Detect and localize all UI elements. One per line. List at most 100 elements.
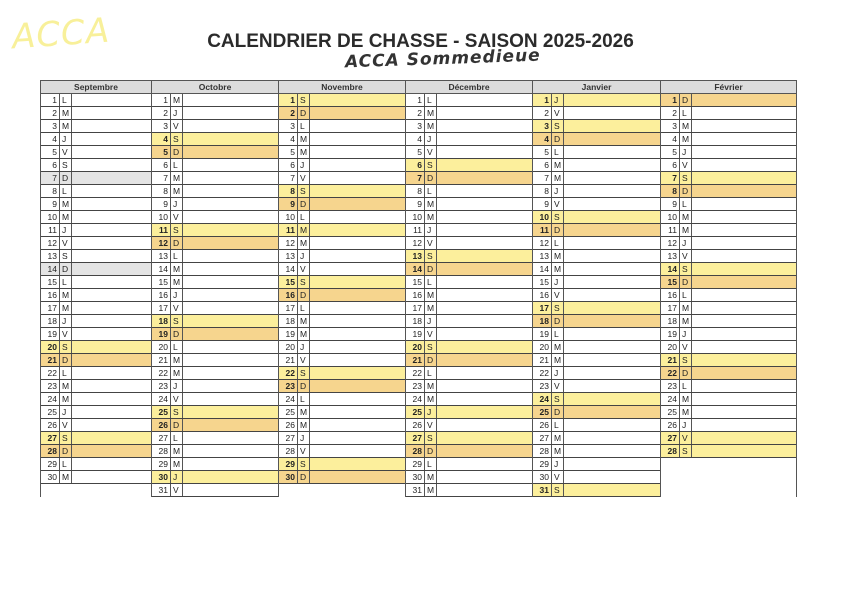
day-row: 27 — [406, 432, 532, 445]
day-note-cell — [692, 354, 796, 366]
day-note-cell — [692, 276, 796, 288]
day-note-cell — [72, 289, 151, 301]
weekday-cell — [60, 419, 72, 431]
day-number: 20 — [41, 341, 60, 353]
day-row: 19 — [152, 328, 278, 341]
day-number: 12 — [279, 237, 298, 249]
day-number: 1 — [279, 94, 298, 106]
weekday-cell — [171, 120, 183, 132]
day-row: 10 — [661, 211, 796, 224]
day-number: 21 — [533, 354, 552, 366]
day-row: 9 — [41, 198, 151, 211]
day-number: 3 — [533, 120, 552, 132]
day-note-cell — [437, 224, 532, 236]
day-number: 30 — [533, 471, 552, 483]
weekday-cell — [60, 224, 72, 236]
weekday-cell — [171, 393, 183, 405]
day-note-cell — [692, 315, 796, 327]
day-number: 9 — [661, 198, 680, 210]
weekday-cell — [425, 198, 437, 210]
day-note-cell — [564, 185, 660, 197]
day-row: 23 — [406, 380, 532, 393]
day-number: 7 — [406, 172, 425, 184]
day-number: 20 — [661, 341, 680, 353]
weekday-cell — [171, 354, 183, 366]
weekday-cell — [425, 484, 437, 496]
day-note-cell — [72, 341, 151, 353]
day-note-cell — [183, 211, 278, 223]
day-note-cell — [310, 237, 405, 249]
day-number: 24 — [152, 393, 171, 405]
day-number: 23 — [661, 380, 680, 392]
day-row: 4 — [661, 133, 796, 146]
weekday-cell — [60, 172, 72, 184]
weekday-cell — [680, 341, 692, 353]
day-number: 15 — [661, 276, 680, 288]
day-number: 14 — [533, 263, 552, 275]
weekday-cell — [60, 146, 72, 158]
day-number: 11 — [533, 224, 552, 236]
day-row: 18 — [152, 315, 278, 328]
day-row: 20 — [279, 341, 405, 354]
day-row: 15 — [152, 276, 278, 289]
day-number: 13 — [406, 250, 425, 262]
weekday-cell — [680, 289, 692, 301]
weekday-cell — [552, 276, 564, 288]
weekday-cell — [60, 94, 72, 106]
weekday-cell — [552, 250, 564, 262]
weekday-cell — [425, 107, 437, 119]
day-row: 22 — [152, 367, 278, 380]
day-number: 16 — [406, 289, 425, 301]
day-row: 3 — [661, 120, 796, 133]
weekday-cell — [425, 133, 437, 145]
weekday-cell — [552, 120, 564, 132]
weekday-cell — [552, 445, 564, 457]
weekday-cell — [298, 406, 310, 418]
day-number: 7 — [533, 172, 552, 184]
day-number: 15 — [406, 276, 425, 288]
day-row: 21 — [152, 354, 278, 367]
day-row: 25 — [533, 406, 660, 419]
day-number: 8 — [152, 185, 171, 197]
day-note-cell — [72, 133, 151, 145]
day-note-cell — [564, 172, 660, 184]
day-number: 2 — [406, 107, 425, 119]
day-row: 7 — [41, 172, 151, 185]
day-number: 19 — [533, 328, 552, 340]
weekday-cell — [552, 211, 564, 223]
day-row: 30 — [279, 471, 405, 484]
calendar-grid: Septembre 1 2 3 4 5 6 7 8 9 10 11 12 13 14 15 16 17 18 19 20… — [40, 80, 797, 497]
day-row: 3 — [152, 120, 278, 133]
day-number: 24 — [41, 393, 60, 405]
day-number: 23 — [279, 380, 298, 392]
day-number: 31 — [152, 484, 171, 496]
weekday-cell — [60, 393, 72, 405]
day-number: 12 — [152, 237, 171, 249]
day-row: 6 — [279, 159, 405, 172]
day-row: 20 — [406, 341, 532, 354]
day-note-cell — [183, 393, 278, 405]
weekday-cell — [171, 198, 183, 210]
weekday-cell — [552, 146, 564, 158]
day-number: 1 — [661, 94, 680, 106]
day-number: 9 — [152, 198, 171, 210]
day-number: 20 — [279, 341, 298, 353]
day-number: 23 — [533, 380, 552, 392]
weekday-cell — [60, 302, 72, 314]
day-row: 17 — [41, 302, 151, 315]
day-row: 1 — [152, 94, 278, 107]
day-note-cell — [564, 471, 660, 483]
day-row: 15 — [661, 276, 796, 289]
day-note-cell — [183, 380, 278, 392]
weekday-cell — [171, 302, 183, 314]
weekday-cell — [425, 419, 437, 431]
day-number: 28 — [279, 445, 298, 457]
day-note-cell — [437, 328, 532, 340]
day-note-cell — [310, 107, 405, 119]
day-row: 11 — [533, 224, 660, 237]
weekday-cell — [680, 419, 692, 431]
day-note-cell — [183, 367, 278, 379]
day-row: 22 — [661, 367, 796, 380]
day-row: 11 — [279, 224, 405, 237]
day-number: 17 — [279, 302, 298, 314]
